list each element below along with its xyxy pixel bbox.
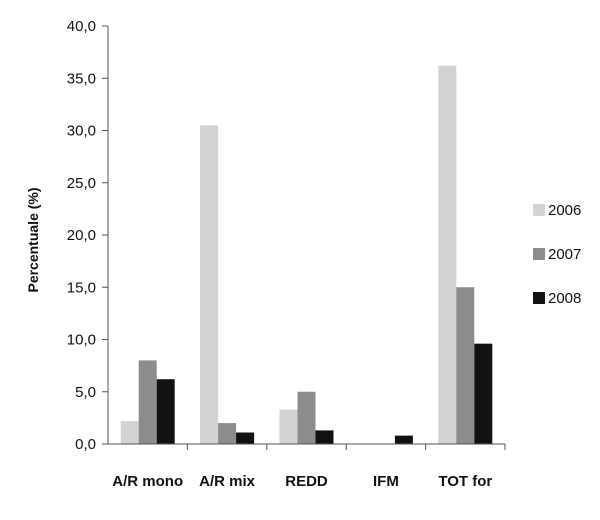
category-labels: A/R mono A/R mix REDD IFM TOT for (112, 473, 492, 490)
y-axis-label: Percentuale (%) (25, 187, 41, 292)
legend-label-2008: 2008 (548, 290, 581, 307)
category-label: A/R mono (112, 473, 183, 490)
category-label: IFM (373, 473, 399, 490)
bar-2008-3 (394, 435, 413, 444)
y-tick-label: 0,0 (75, 436, 96, 453)
y-tick-label: 5,0 (75, 384, 96, 401)
y-tick-label: 15,0 (67, 279, 96, 296)
bar-2006-4 (438, 65, 457, 445)
legend-label-2007: 2007 (548, 246, 581, 263)
category-label: TOT for (438, 473, 492, 490)
legend-swatch-2007 (533, 248, 545, 260)
category-label: REDD (285, 473, 328, 490)
y-tick-label: 40,0 (67, 18, 96, 35)
bar-2006-1 (200, 125, 219, 445)
y-tick-label: 20,0 (67, 227, 96, 244)
y-tick-label: 30,0 (67, 123, 96, 140)
y-tick-label: 35,0 (67, 70, 96, 87)
bar-2008-1 (236, 432, 255, 444)
bars (120, 65, 493, 445)
bar-2008-0 (156, 379, 175, 444)
bar-2006-2 (279, 409, 298, 444)
y-tick-label: 10,0 (67, 332, 96, 349)
bar-2007-1 (218, 423, 237, 444)
bar-2006-0 (120, 421, 139, 444)
y-tick-label: 25,0 (67, 175, 96, 192)
legend: 2006 2007 2008 (533, 202, 581, 307)
y-tick-labels: 0,0 5,0 10,0 15,0 20,0 25,0 30,0 35,0 40,0 (67, 18, 96, 453)
legend-swatch-2008 (533, 292, 545, 304)
axes (102, 25, 506, 450)
category-label: A/R mix (199, 473, 256, 490)
bar-2007-4 (456, 287, 475, 444)
bar-2007-2 (297, 391, 316, 444)
bar-2008-2 (315, 430, 334, 444)
bar-2007-0 (138, 360, 157, 444)
legend-label-2006: 2006 (548, 202, 581, 219)
bar-2008-4 (474, 343, 493, 444)
legend-swatch-2006 (533, 204, 545, 216)
